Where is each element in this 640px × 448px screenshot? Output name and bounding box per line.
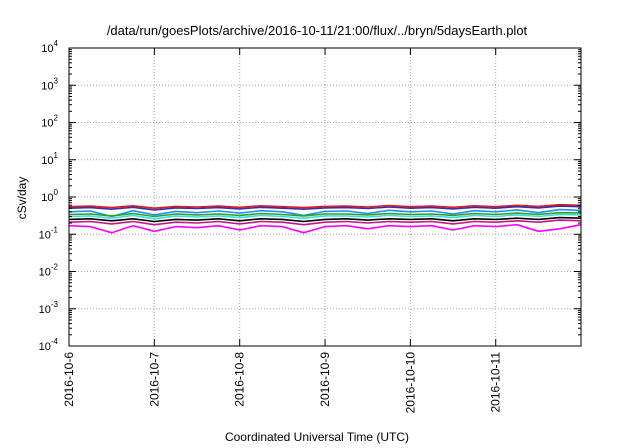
- y-tick-label: 102: [41, 114, 58, 130]
- x-tick-label: 2016-10-10: [403, 352, 417, 414]
- series-line: [68, 211, 582, 218]
- x-tick-label: 2016-10-11: [489, 352, 503, 413]
- y-tick-label: 10-2: [39, 263, 59, 279]
- y-tick-exponent: -2: [51, 263, 59, 272]
- series-line: [68, 219, 582, 226]
- y-tick-label: 10-3: [39, 300, 59, 316]
- x-tick-label: 2016-10-6: [62, 352, 76, 407]
- y-tick-label: 100: [41, 188, 58, 204]
- y-tick-label: 103: [41, 76, 58, 92]
- x-axis-label: Coordinated Universal Time (UTC): [225, 430, 409, 444]
- y-tick-base: 10: [41, 155, 53, 167]
- y-tick-exponent: 4: [54, 39, 59, 48]
- y-tick-exponent: 1: [54, 151, 59, 160]
- y-tick-base: 10: [39, 267, 51, 279]
- x-tick-label: 2016-10-9: [318, 352, 332, 407]
- series-line: [68, 208, 582, 218]
- y-tick-base: 10: [39, 229, 51, 241]
- y-tick-exponent: -1: [51, 225, 59, 234]
- axis-ticks: 10410310210110010-110-210-310-42016-10-6…: [39, 39, 581, 413]
- y-tick-exponent: 3: [54, 76, 59, 85]
- grid: [69, 48, 581, 346]
- y-tick-base: 10: [41, 192, 53, 204]
- y-tick-label: 101: [41, 151, 58, 167]
- y-tick-base: 10: [41, 118, 53, 130]
- chart-title: /data/run/goesPlots/archive/2016-10-11/2…: [107, 23, 528, 38]
- series-line: [68, 205, 582, 211]
- y-tick-exponent: 0: [54, 188, 59, 197]
- series-line: [68, 213, 582, 220]
- data-series: [68, 203, 582, 234]
- y-tick-base: 10: [41, 43, 53, 55]
- y-tick-base: 10: [39, 304, 51, 316]
- x-tick-label: 2016-10-8: [233, 352, 247, 407]
- y-tick-label: 10-1: [39, 225, 59, 241]
- series-line: [68, 216, 582, 223]
- y-tick-exponent: -4: [51, 337, 59, 346]
- series-line: [68, 203, 582, 209]
- y-tick-label: 104: [41, 39, 58, 55]
- y-tick-base: 10: [41, 80, 53, 92]
- y-tick-base: 10: [39, 341, 51, 353]
- series-line: [68, 223, 582, 234]
- y-tick-label: 10-4: [39, 337, 59, 353]
- y-tick-exponent: -3: [51, 300, 59, 309]
- y-axis-label: cSv/day: [15, 177, 29, 220]
- y-tick-exponent: 2: [54, 114, 59, 123]
- x-tick-label: 2016-10-7: [147, 352, 161, 407]
